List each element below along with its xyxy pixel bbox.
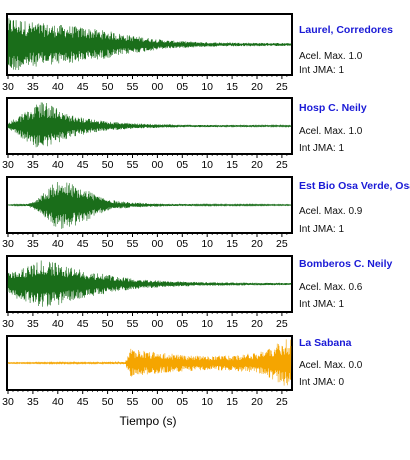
x-tick-label-2-4: 50: [102, 238, 114, 250]
x-tick-label-1-9: 15: [226, 159, 238, 171]
x-tick-label-1-10: 20: [251, 159, 263, 171]
x-tick-label-2-7: 05: [176, 238, 188, 250]
waveform-2: [7, 182, 292, 229]
x-tick-label-0-2: 40: [52, 81, 64, 93]
station-accel-3: Acel. Max. 0.6: [299, 282, 363, 293]
x-tick-label-0-8: 10: [201, 81, 213, 93]
station-int-0: Int JMA: 1: [299, 65, 345, 76]
station-name-4: La Sabana: [299, 337, 352, 349]
station-int-1: Int JMA: 1: [299, 143, 345, 154]
x-tick-label-0-11: 25: [276, 81, 288, 93]
x-tick-label-0-10: 20: [251, 81, 263, 93]
x-tick-label-1-8: 10: [201, 159, 213, 171]
station-int-2: Int JMA: 1: [299, 224, 345, 235]
x-tick-label-1-0: 30: [2, 159, 14, 171]
x-tick-label-0-0: 30: [2, 81, 14, 93]
x-tick-label-4-2: 40: [52, 396, 64, 408]
x-tick-label-2-1: 35: [27, 238, 39, 250]
x-tick-label-1-6: 00: [152, 159, 164, 171]
x-tick-label-0-7: 05: [176, 81, 188, 93]
x-tick-label-1-5: 55: [127, 159, 139, 171]
station-name-0: Laurel, Corredores: [299, 24, 393, 36]
x-tick-label-1-3: 45: [77, 159, 89, 171]
x-tick-label-3-11: 25: [276, 318, 288, 330]
waveform-0: [7, 18, 292, 70]
station-name-3: Bomberos C. Neily: [299, 258, 393, 270]
x-tick-label-2-5: 55: [127, 238, 139, 250]
x-tick-label-3-4: 50: [102, 318, 114, 330]
x-tick-label-3-0: 30: [2, 318, 14, 330]
x-tick-label-3-2: 40: [52, 318, 64, 330]
x-tick-label-3-8: 10: [201, 318, 213, 330]
x-tick-label-4-8: 10: [201, 396, 213, 408]
x-tick-label-2-9: 15: [226, 238, 238, 250]
x-tick-label-2-2: 40: [52, 238, 64, 250]
x-tick-label-1-2: 40: [52, 159, 64, 171]
x-tick-label-3-1: 35: [27, 318, 39, 330]
x-tick-label-4-10: 20: [251, 396, 263, 408]
station-accel-2: Acel. Max. 0.9: [299, 206, 363, 217]
station-int-3: Int JMA: 1: [299, 299, 345, 310]
x-tick-label-4-0: 30: [2, 396, 14, 408]
x-tick-label-1-11: 25: [276, 159, 288, 171]
station-name-2: Est Bio Osa Verde, Osa: [299, 180, 410, 192]
waveform-1: [7, 102, 292, 148]
x-tick-label-0-6: 00: [152, 81, 164, 93]
x-tick-label-1-7: 05: [176, 159, 188, 171]
x-tick-label-3-6: 00: [152, 318, 164, 330]
x-tick-label-3-5: 55: [127, 318, 139, 330]
waveform-4: [7, 339, 292, 386]
x-tick-label-2-10: 20: [251, 238, 263, 250]
station-accel-0: Acel. Max. 1.0: [299, 51, 363, 62]
x-tick-label-0-3: 45: [77, 81, 89, 93]
x-tick-label-0-5: 55: [127, 81, 139, 93]
x-tick-label-4-4: 50: [102, 396, 114, 408]
x-tick-label-1-1: 35: [27, 159, 39, 171]
x-tick-label-1-4: 50: [102, 159, 114, 171]
x-tick-label-3-7: 05: [176, 318, 188, 330]
x-tick-label-0-1: 35: [27, 81, 39, 93]
x-tick-label-3-9: 15: [226, 318, 238, 330]
x-tick-label-0-9: 15: [226, 81, 238, 93]
x-tick-label-2-6: 00: [152, 238, 164, 250]
x-tick-label-4-5: 55: [127, 396, 139, 408]
station-name-1: Hosp C. Neily: [299, 102, 367, 114]
x-tick-label-3-3: 45: [77, 318, 89, 330]
x-tick-label-0-4: 50: [102, 81, 114, 93]
x-tick-label-3-10: 20: [251, 318, 263, 330]
x-tick-label-2-0: 30: [2, 238, 14, 250]
x-axis-label: Tiempo (s): [119, 414, 177, 428]
x-tick-label-2-8: 10: [201, 238, 213, 250]
x-tick-label-2-3: 45: [77, 238, 89, 250]
x-tick-label-4-7: 05: [176, 396, 188, 408]
station-accel-4: Acel. Max. 0.0: [299, 360, 363, 371]
x-tick-label-4-3: 45: [77, 396, 89, 408]
x-tick-label-4-6: 00: [152, 396, 164, 408]
waveform-3: [7, 260, 292, 307]
station-int-4: Int JMA: 0: [299, 377, 345, 388]
x-tick-label-4-11: 25: [276, 396, 288, 408]
station-accel-1: Acel. Max. 1.0: [299, 126, 363, 137]
x-tick-label-2-11: 25: [276, 238, 288, 250]
x-tick-label-4-1: 35: [27, 396, 39, 408]
x-tick-label-4-9: 15: [226, 396, 238, 408]
